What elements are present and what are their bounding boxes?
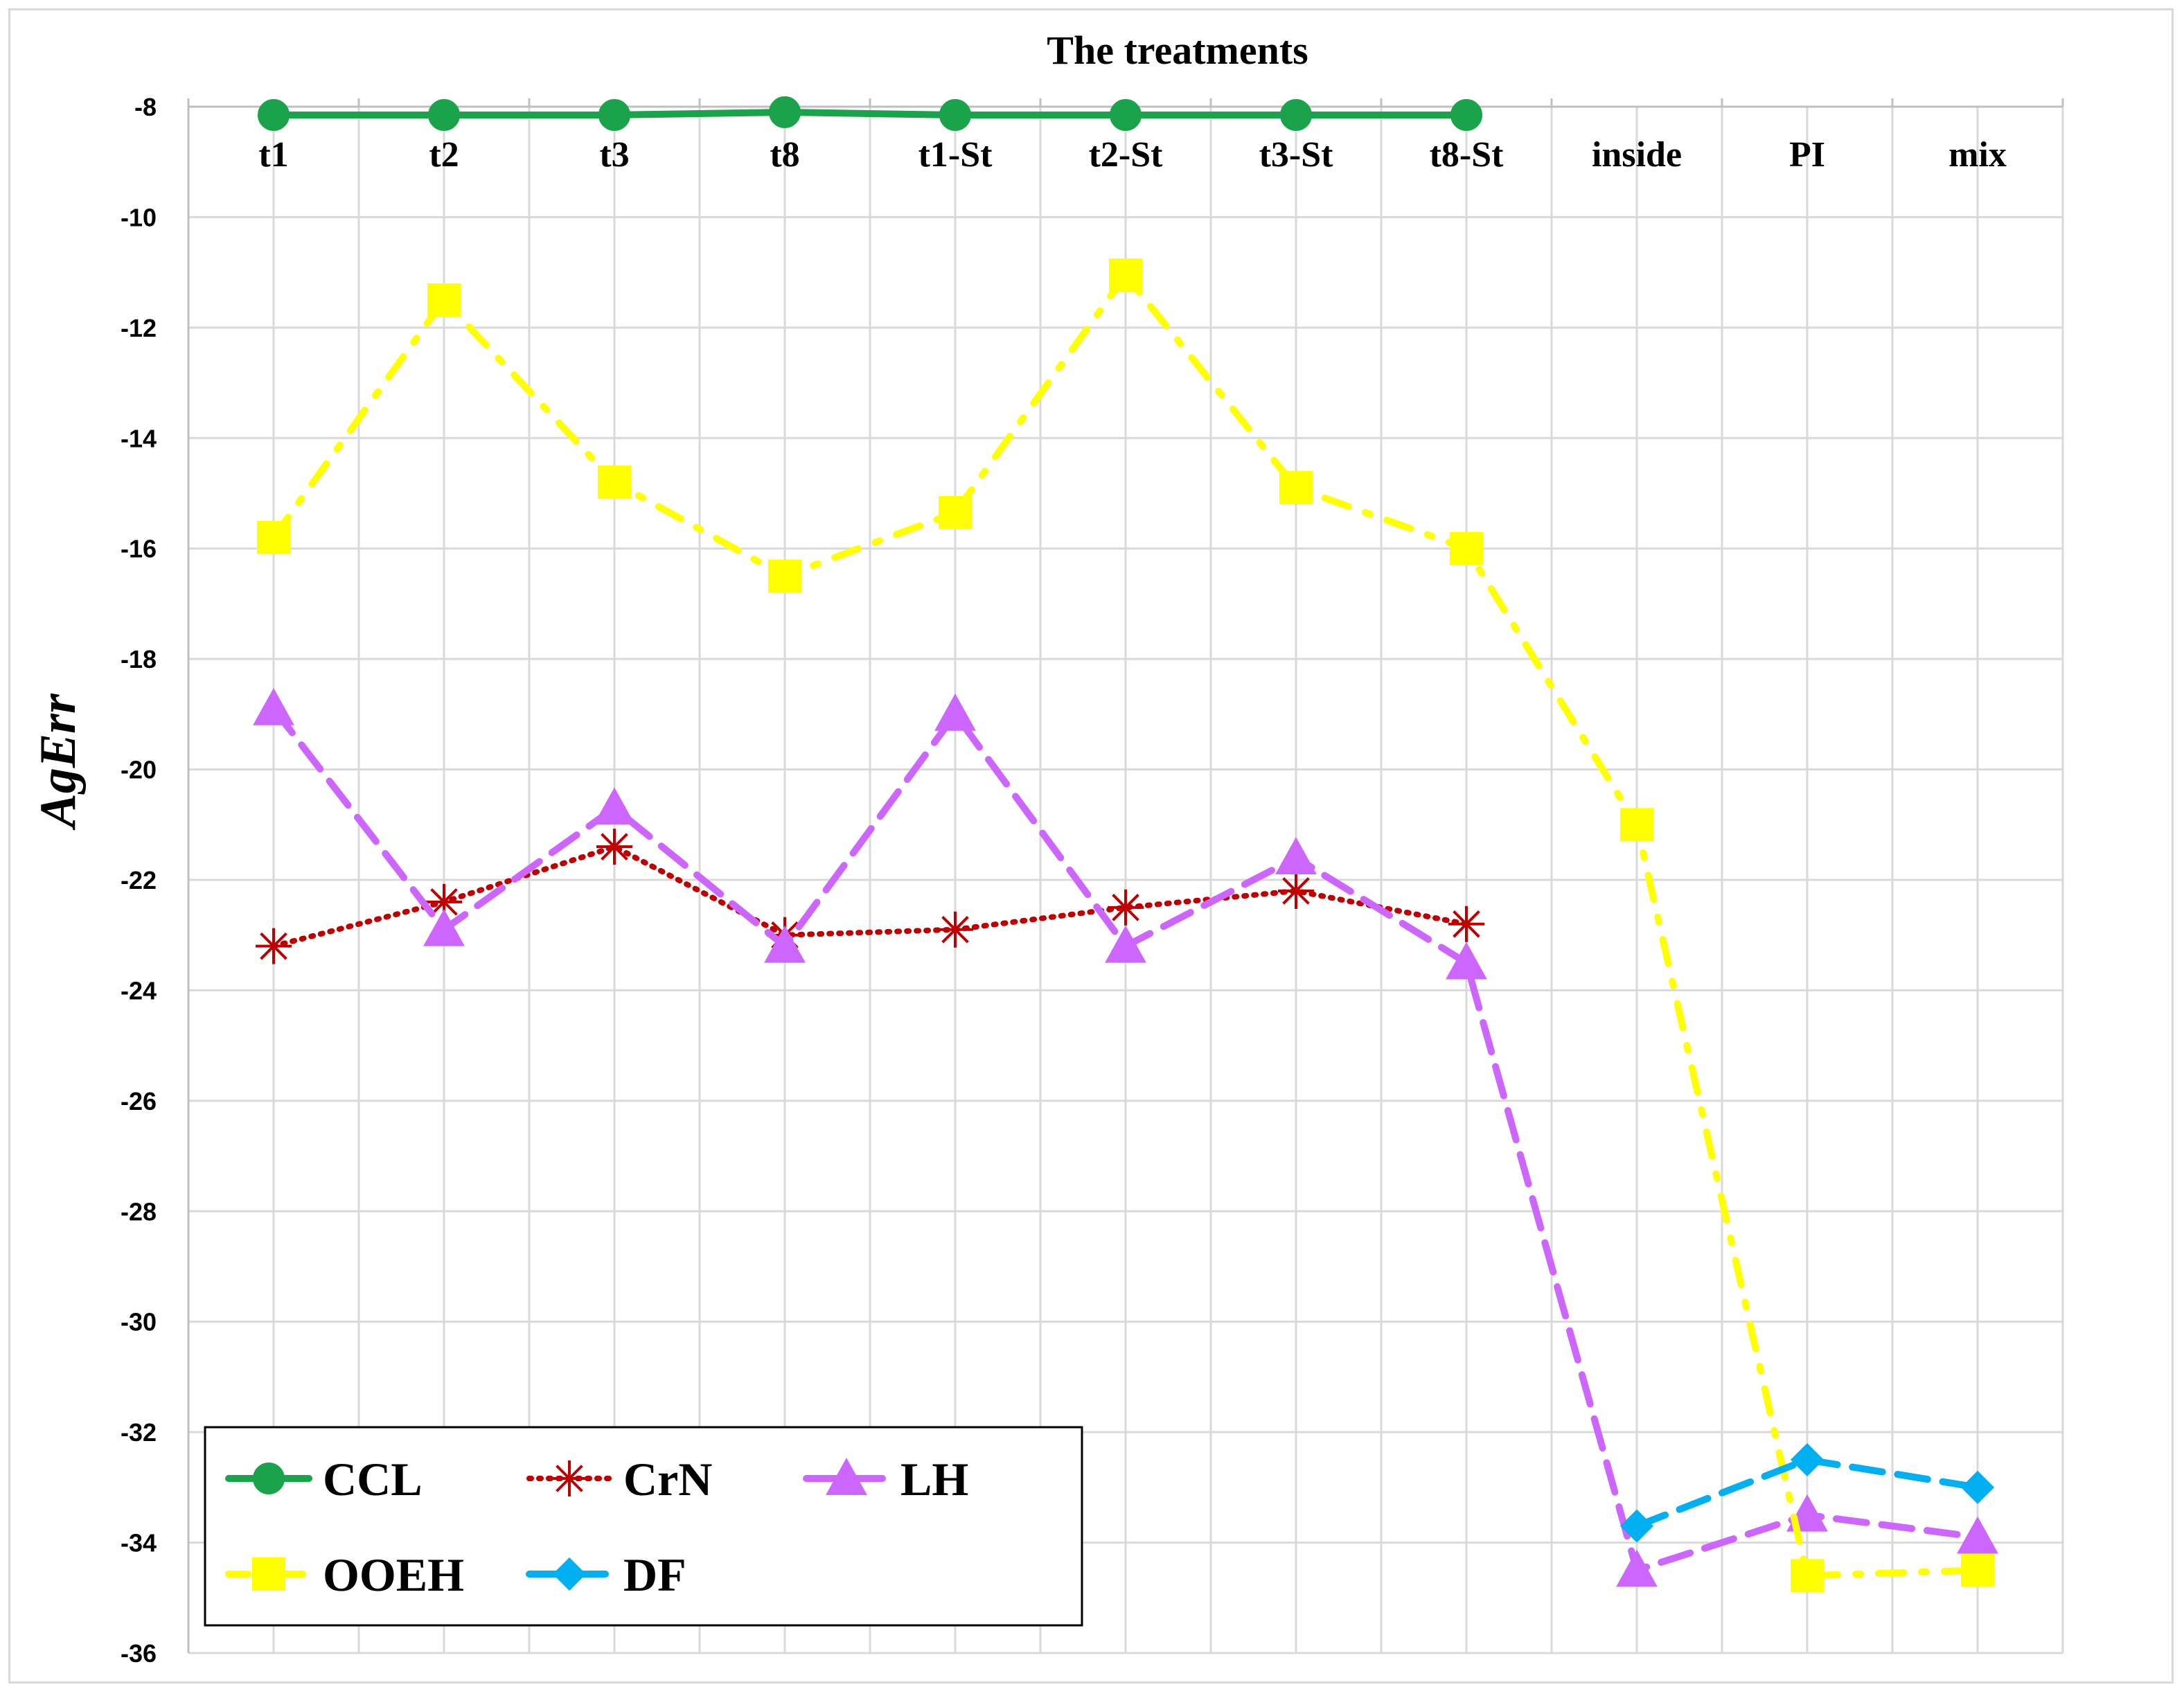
legend-label: LH	[900, 1453, 968, 1505]
data-point	[598, 98, 630, 131]
data-point	[258, 98, 290, 131]
x-tick-label: t1	[258, 135, 288, 175]
legend-marker	[826, 1458, 867, 1495]
data-point	[934, 693, 976, 731]
legend-label: CrN	[623, 1453, 712, 1505]
series-ccl	[258, 96, 1482, 131]
data-point	[1957, 1516, 1998, 1554]
series-df	[1620, 1443, 1994, 1543]
data-point	[1450, 531, 1483, 565]
data-point	[1105, 925, 1146, 963]
x-tick-label: t2-St	[1089, 135, 1164, 175]
x-tick-label: t2	[429, 135, 459, 175]
y-tick-label: -18	[121, 645, 157, 673]
chart-frame	[8, 8, 2174, 1684]
data-point	[939, 98, 971, 131]
legend-item: CrN	[526, 1453, 712, 1505]
y-tick-label: -20	[121, 756, 157, 784]
data-point	[1450, 98, 1482, 131]
legend-marker	[553, 1557, 586, 1591]
data-point	[1791, 1559, 1824, 1593]
data-point	[1109, 258, 1142, 292]
data-point	[1278, 872, 1314, 909]
data-point	[594, 787, 635, 825]
legend-marker	[253, 1463, 285, 1494]
y-tick-label: -32	[121, 1418, 157, 1447]
y-tick-label: -12	[121, 314, 157, 342]
legend-item: LH	[803, 1453, 968, 1505]
legend-item: CCL	[225, 1453, 423, 1505]
data-point	[1791, 1443, 1824, 1476]
legend-item: OOEH	[225, 1548, 464, 1601]
y-tick-label: -8	[134, 93, 157, 121]
data-point	[1279, 471, 1313, 505]
x-tick-label: inside	[1592, 135, 1682, 175]
legend-marker	[252, 1557, 285, 1591]
data-point	[1616, 1549, 1658, 1587]
legend-box	[204, 1426, 1083, 1627]
y-tick-label: -26	[121, 1087, 157, 1115]
x-tick-label: t8-St	[1430, 135, 1504, 175]
data-point	[768, 559, 801, 593]
x-tick-label: PI	[1789, 135, 1825, 175]
data-point	[939, 495, 972, 529]
x-tick-label: t8	[770, 135, 799, 175]
series-lh	[253, 687, 1998, 1587]
x-tick-label: t3	[599, 135, 629, 175]
gridlines	[187, 105, 2064, 1654]
legend: CCL CrN LH OOEH DF	[204, 1426, 1083, 1627]
tick-labels: -8 -10 -12 -14 -16 -18 -20 -22 -24 -26 -28 -30 -32 -3…	[121, 93, 2007, 1668]
data-point	[937, 911, 973, 948]
y-tick-label: -22	[121, 866, 157, 894]
y-tick-label: -30	[121, 1308, 157, 1336]
data-point	[1961, 1470, 1994, 1504]
y-tick-label: -14	[121, 424, 157, 452]
data-point	[1110, 98, 1142, 131]
data-point	[1961, 1553, 1994, 1587]
data-point	[1280, 98, 1312, 131]
series-lines	[253, 96, 1998, 1593]
data-point	[1620, 808, 1653, 842]
legend-label: OOEH	[323, 1548, 464, 1601]
data-point	[1446, 942, 1487, 980]
data-point	[769, 96, 801, 128]
legend-item: DF	[526, 1548, 686, 1601]
legend-label: CCL	[323, 1453, 423, 1505]
y-axis-label: AgErr	[30, 693, 87, 831]
x-tick-label: mix	[1948, 135, 2007, 175]
data-point	[256, 928, 292, 964]
x-tick-label: t1-St	[918, 135, 993, 175]
y-tick-label: -24	[121, 976, 157, 1005]
data-point	[427, 283, 461, 317]
series-ooeh	[257, 258, 1994, 1593]
chart-title: The treatments	[1047, 28, 1308, 73]
data-point	[253, 687, 294, 725]
y-tick-label: -36	[121, 1639, 157, 1668]
y-tick-label: -16	[121, 535, 157, 563]
y-tick-label: -28	[121, 1197, 157, 1226]
legend-marker	[551, 1460, 587, 1496]
legend-label: DF	[623, 1548, 686, 1601]
data-point	[428, 98, 460, 131]
data-point	[1108, 889, 1144, 926]
y-tick-label: -10	[121, 203, 157, 231]
x-tick-label: t3-St	[1259, 135, 1334, 175]
series-line	[271, 844, 1469, 949]
data-point	[1448, 906, 1484, 942]
data-point	[1275, 837, 1317, 875]
data-point	[596, 829, 632, 865]
data-point	[257, 520, 290, 554]
data-point	[598, 466, 631, 500]
series-line	[270, 108, 1470, 118]
data-point	[423, 908, 465, 946]
y-tick-label: -34	[121, 1529, 157, 1557]
data-point	[1620, 1509, 1653, 1543]
data-point	[764, 925, 806, 963]
